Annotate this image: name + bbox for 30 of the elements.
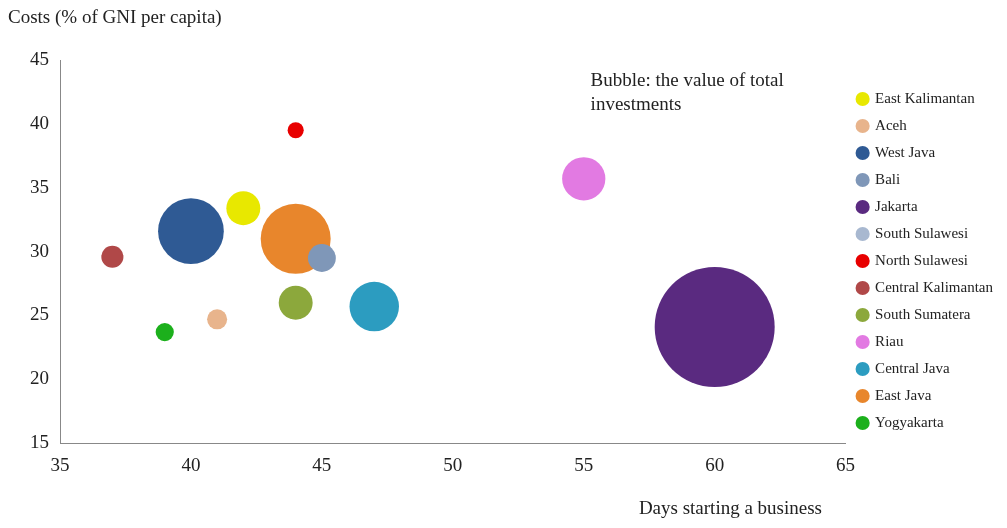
y-tick-label: 30: [30, 239, 49, 261]
legend-label: East Java: [875, 386, 932, 403]
annotation: Bubble: the value of total investments: [590, 69, 784, 115]
y-tick-label: 20: [30, 367, 49, 389]
legend-label: North Sulawesi: [875, 251, 969, 268]
legend-label: East Kalimantan: [875, 89, 976, 106]
x-tick-label: 50: [443, 453, 463, 475]
legend-label: Central Kalimantan: [875, 278, 994, 295]
y-tick-label: 25: [30, 303, 49, 325]
x-axis-title: Days starting a business: [638, 497, 822, 519]
x-tick-label: 40: [181, 453, 201, 475]
legend-label: Central Java: [875, 359, 951, 376]
y-tick-label: 45: [30, 47, 49, 69]
y-axis-title: Costs (% of GNI per capita): [8, 6, 222, 28]
legend-label: South Sumatera: [875, 305, 971, 322]
x-tick-label: 65: [836, 453, 856, 475]
legend-label: West Java: [875, 143, 936, 160]
y-tick-label: 40: [30, 111, 49, 133]
y-tick-label: 35: [30, 175, 49, 197]
legend-label: South Sulawesi: [875, 224, 969, 241]
x-tick-label: 60: [705, 453, 725, 475]
x-tick-label: 45: [312, 453, 332, 475]
legend-label: Bali: [875, 170, 901, 187]
legend-label: Yogyakarta: [875, 413, 944, 430]
legend-label: Riau: [875, 332, 904, 349]
y-tick-label: 15: [30, 431, 49, 453]
legend-label: Aceh: [875, 116, 908, 133]
x-tick-label: 35: [50, 453, 70, 475]
legend-label: Jakarta: [875, 197, 918, 214]
x-tick-label: 55: [574, 453, 594, 475]
